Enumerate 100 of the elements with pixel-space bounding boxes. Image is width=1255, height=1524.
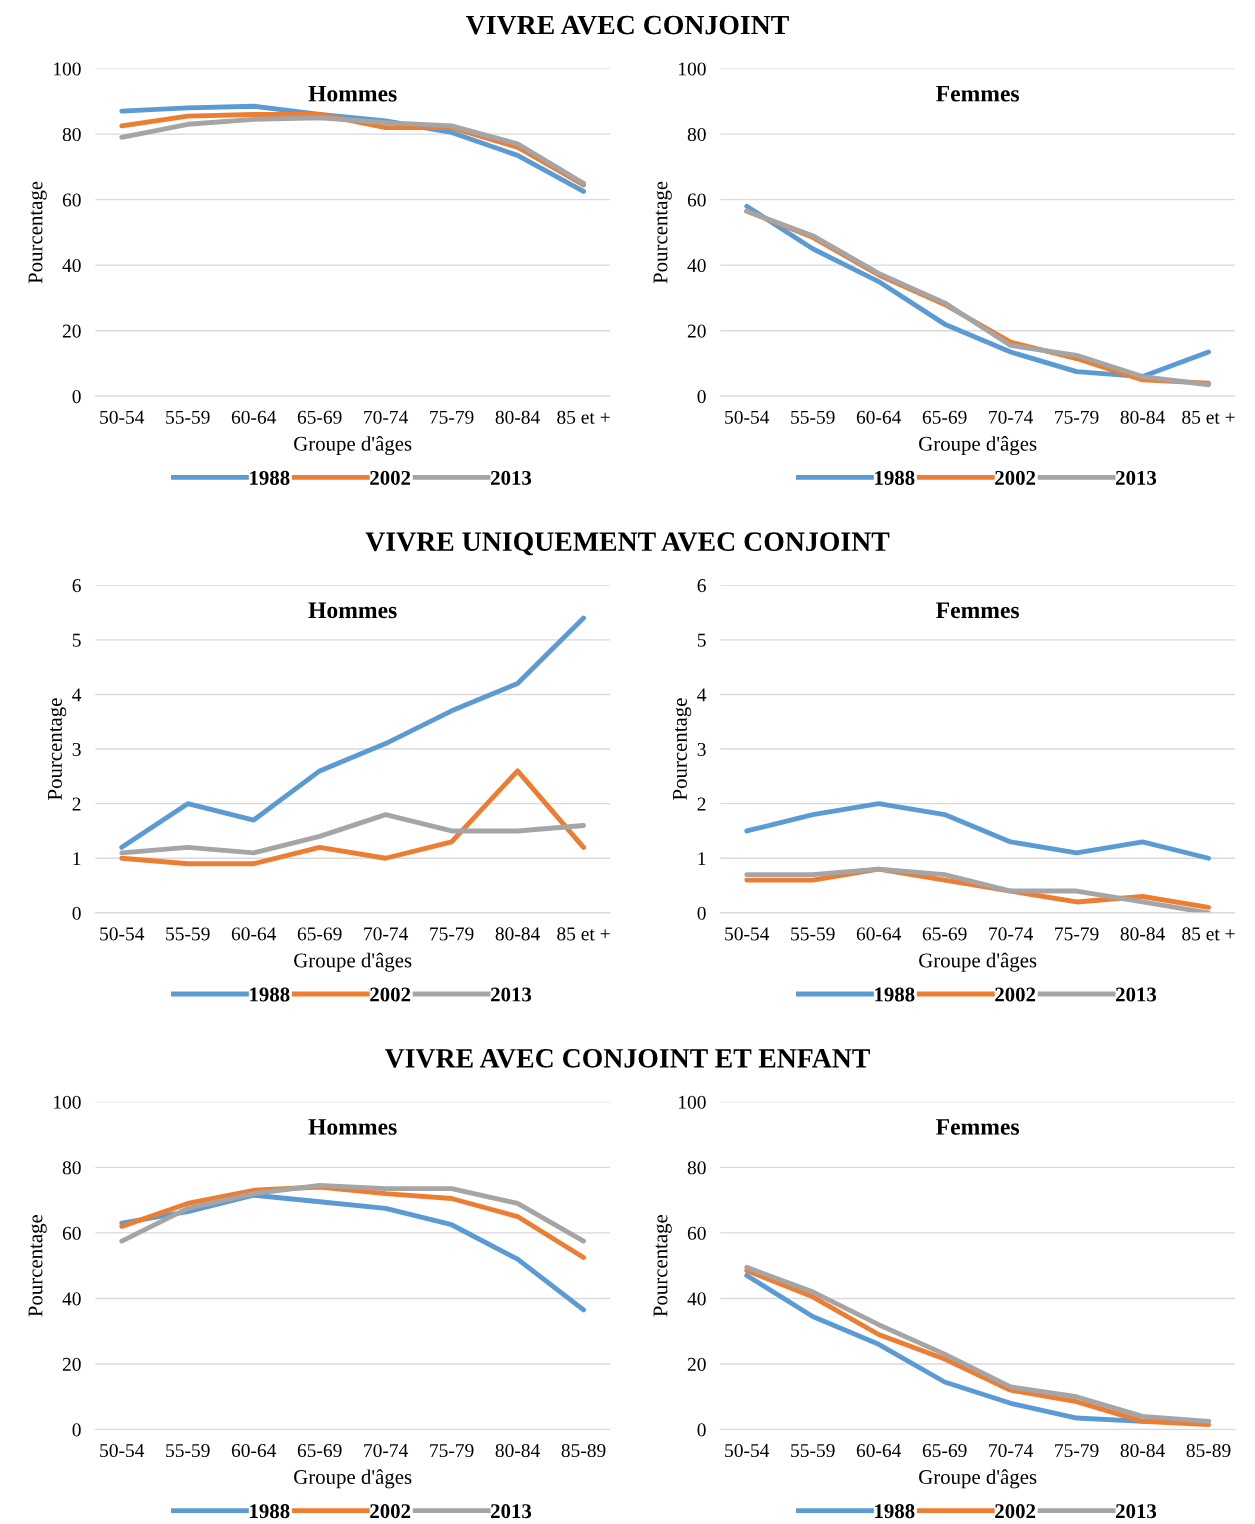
x-tick-label: 85 et + bbox=[1182, 410, 1235, 424]
y-tick-label: 0 bbox=[697, 1423, 706, 1437]
x-tick-label: 75-79 bbox=[430, 927, 474, 941]
legend-label: 1988 bbox=[875, 987, 915, 1002]
y-axis-title: Pourcentage bbox=[28, 181, 47, 284]
y-tick-label: 80 bbox=[687, 1161, 706, 1175]
y-tick-label: 1 bbox=[73, 852, 81, 866]
x-tick-label: 70-74 bbox=[989, 410, 1034, 424]
x-tick-label: 80-84 bbox=[1120, 410, 1165, 424]
x-tick-label: 85 et + bbox=[557, 410, 610, 424]
line-series bbox=[119, 768, 586, 867]
x-tick-label: 50-54 bbox=[725, 1443, 770, 1458]
y-tick-label: 2 bbox=[697, 797, 706, 811]
legend-label: 2013 bbox=[1116, 987, 1157, 1002]
y-tick-label: 0 bbox=[697, 906, 706, 920]
y-axis-title: Pourcentage bbox=[28, 1214, 47, 1317]
legend-label: 2013 bbox=[491, 1504, 532, 1519]
x-tick-label: 75-79 bbox=[1055, 1444, 1099, 1458]
y-tick-label: 40 bbox=[62, 258, 81, 273]
y-tick-label: 60 bbox=[687, 1226, 706, 1240]
x-tick-label: 60-64 bbox=[231, 1443, 277, 1458]
x-axis-title: Groupe d'âges bbox=[919, 1469, 1037, 1489]
x-axis-title: Groupe d'âges bbox=[919, 436, 1037, 456]
text: Hommes bbox=[308, 85, 397, 102]
y-tick-label: 0 bbox=[72, 390, 81, 404]
x-tick-label: 75-79 bbox=[430, 410, 474, 424]
y-tick-label: 4 bbox=[72, 688, 82, 702]
x-tick-label: 50-54 bbox=[725, 410, 770, 424]
x-tick-label: 65-69 bbox=[922, 927, 967, 941]
x-tick-label: 85-89 bbox=[1186, 1443, 1231, 1458]
legend-label: 2013 bbox=[491, 987, 532, 1002]
x-tick-label: 55-59 bbox=[791, 410, 835, 424]
y-tick-label: 100 bbox=[679, 62, 706, 76]
x-tick-label: 50-54 bbox=[100, 410, 145, 424]
text: Hommes bbox=[308, 602, 397, 619]
y-tick-label: 5 bbox=[697, 633, 706, 647]
y-tick-label: 6 bbox=[72, 579, 81, 593]
y-axis-title: Pourcentage bbox=[673, 698, 692, 800]
x-tick-label: 50-54 bbox=[725, 927, 770, 941]
y-tick-label: 60 bbox=[62, 193, 81, 207]
x-tick-label: 70-74 bbox=[989, 1443, 1034, 1458]
y-tick-label: 20 bbox=[62, 1357, 81, 1371]
x-tick-label: 65-69 bbox=[297, 927, 342, 941]
x-tick-label: 50-54 bbox=[100, 1443, 145, 1458]
y-tick-label: 0 bbox=[697, 390, 706, 404]
y-tick-label: 100 bbox=[54, 62, 81, 76]
x-tick-label: 65-69 bbox=[922, 1444, 967, 1458]
x-tick-label: 70-74 bbox=[364, 1443, 409, 1458]
y-axis-title: Pourcentage bbox=[48, 698, 67, 800]
x-tick-label: 80-84 bbox=[1120, 927, 1165, 941]
y-tick-label: 40 bbox=[687, 1292, 706, 1306]
y-tick-label: 2 bbox=[72, 797, 81, 811]
y-tick-label: 3 bbox=[72, 742, 81, 756]
x-axis-title: Groupe d'âges bbox=[294, 436, 412, 456]
legend-label: 2002 bbox=[370, 470, 411, 485]
legend-label: 2013 bbox=[1116, 470, 1157, 485]
line-series bbox=[744, 801, 1211, 861]
y-tick-label: 1 bbox=[698, 852, 706, 866]
legend-label: 1988 bbox=[250, 470, 290, 485]
legend-label: 1988 bbox=[875, 470, 915, 485]
legend-label: 2002 bbox=[370, 987, 411, 1002]
text: VIVRE UNIQUEMENT AVEC CONJOINT bbox=[365, 532, 890, 556]
x-tick-label: 85 et + bbox=[557, 927, 610, 941]
x-tick-label: 55-59 bbox=[791, 1444, 835, 1458]
x-tick-label: 80-84 bbox=[1120, 1443, 1165, 1458]
x-tick-label: 70-74 bbox=[364, 410, 409, 424]
y-tick-label: 80 bbox=[62, 1161, 81, 1175]
legend-label: 2013 bbox=[491, 470, 532, 485]
y-tick-label: 60 bbox=[687, 193, 706, 207]
x-tick-label: 85 et + bbox=[1182, 927, 1235, 941]
x-axis-title: Groupe d'âges bbox=[919, 952, 1037, 972]
legend-label: 1988 bbox=[250, 987, 290, 1002]
x-tick-label: 65-69 bbox=[922, 410, 967, 424]
y-axis-title: Pourcentage bbox=[653, 1214, 672, 1317]
x-tick-label: 60-64 bbox=[231, 927, 277, 941]
legend-label: 1988 bbox=[875, 1504, 915, 1519]
y-tick-label: 60 bbox=[62, 1226, 81, 1240]
y-tick-label: 4 bbox=[697, 688, 707, 702]
x-axis-title: Groupe d'âges bbox=[294, 1469, 412, 1489]
x-tick-label: 55-59 bbox=[166, 410, 210, 424]
x-tick-label: 80-84 bbox=[495, 927, 540, 941]
y-tick-label: 5 bbox=[72, 633, 81, 647]
y-axis-title: Pourcentage bbox=[653, 181, 672, 284]
y-tick-label: 20 bbox=[687, 1357, 706, 1371]
x-tick-label: 60-64 bbox=[856, 1443, 902, 1458]
x-tick-label: 80-84 bbox=[495, 410, 540, 424]
y-tick-label: 0 bbox=[72, 906, 81, 920]
y-tick-label: 100 bbox=[679, 1095, 706, 1109]
legend-label: 2002 bbox=[995, 987, 1036, 1002]
x-tick-label: 85-89 bbox=[561, 1443, 606, 1458]
y-tick-label: 80 bbox=[62, 127, 81, 142]
y-tick-label: 40 bbox=[62, 1292, 81, 1306]
y-tick-label: 3 bbox=[697, 742, 706, 756]
y-tick-label: 80 bbox=[687, 127, 706, 142]
text: Femmes bbox=[936, 1119, 1020, 1135]
x-tick-label: 70-74 bbox=[989, 927, 1034, 941]
x-tick-label: 75-79 bbox=[430, 1444, 474, 1458]
y-tick-label: 6 bbox=[697, 579, 706, 593]
x-tick-label: 75-79 bbox=[1055, 410, 1099, 424]
x-tick-label: 55-59 bbox=[791, 927, 835, 941]
